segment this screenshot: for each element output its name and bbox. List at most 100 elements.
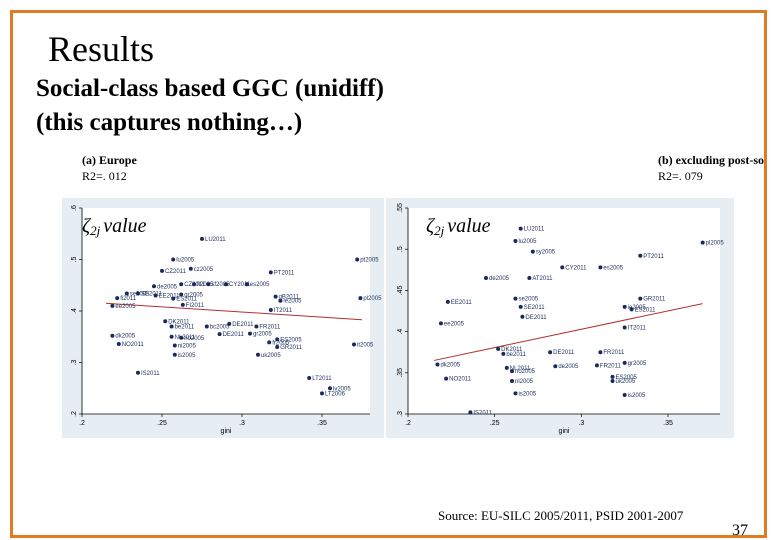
data-point — [192, 282, 196, 287]
data-point — [530, 249, 535, 254]
x-tick-label: .25 — [157, 420, 167, 427]
panel-b-header: (b) excluding post-so R2=. 079 — [658, 152, 768, 184]
data-point — [179, 292, 184, 297]
data-point — [169, 324, 174, 329]
data-point-label: cz2005 — [194, 267, 214, 273]
data-point — [352, 342, 356, 347]
data-point-label: bc2005 — [210, 324, 230, 330]
slide-frame — [10, 10, 767, 538]
y-tick-label: .4 — [71, 308, 78, 314]
data-point-label: NO2011 — [449, 377, 472, 383]
data-point-label: lu2005 — [176, 258, 195, 264]
data-point-label: DE2011 — [232, 322, 254, 328]
data-point-label: IS2011 — [473, 410, 492, 416]
data-point-label: lu2005 — [518, 239, 537, 245]
data-point — [518, 226, 523, 231]
data-point-label: gr2005 — [184, 293, 203, 299]
data-point-label: is2005 — [628, 393, 646, 399]
data-point — [513, 391, 518, 396]
data-point-label: DE2011 — [223, 332, 245, 338]
data-point — [610, 374, 615, 379]
slide-title: Results — [48, 29, 155, 69]
data-point-label: lv2005 — [333, 386, 351, 392]
x-tick-label: .25 — [490, 420, 500, 427]
data-point-label: NO2011 — [122, 342, 145, 348]
source-note: Source: EU-SILC 2005/2011, PSID 2001-200… — [438, 508, 684, 523]
panel-a-label: (a) Europe — [82, 153, 137, 167]
data-point-label: ES2011 — [635, 307, 657, 313]
data-point-label: ES2005 — [280, 337, 302, 343]
data-point-label: ee2005 — [115, 304, 136, 310]
data-point — [445, 299, 450, 304]
zeta-symbol: ζ — [426, 215, 436, 237]
x-axis-title: gini — [221, 428, 232, 435]
data-point-label: is2005 — [518, 391, 536, 397]
data-point — [206, 282, 211, 287]
data-point-label: dk2005 — [440, 363, 460, 369]
y-axis-zeta-label: ζ2j value — [82, 215, 147, 238]
data-point-label: NL2011 — [175, 335, 196, 341]
data-point-label: ES2011 — [176, 297, 198, 303]
data-point-label: IT2011 — [628, 325, 647, 331]
data-point-label: pl2005 — [706, 241, 725, 247]
data-point — [172, 352, 177, 357]
data-point-label: PT2011 — [274, 270, 295, 276]
slide-subtitle: Social-class based GGC (unidiff) (this c… — [36, 72, 384, 140]
data-point — [256, 352, 260, 357]
data-point-label: ES2005 — [616, 375, 638, 381]
data-point-label: no2005 — [515, 369, 536, 375]
data-point — [160, 268, 164, 273]
panel-b-label: (b) excluding post-so — [658, 153, 765, 167]
panel-a-r2: R2=. 012 — [82, 169, 127, 183]
page-number: 37 — [732, 522, 748, 539]
data-point — [638, 296, 643, 301]
data-point — [179, 335, 184, 340]
y-tick-label: .5 — [397, 246, 404, 252]
y-tick-label: .6 — [71, 205, 78, 211]
data-point — [501, 351, 506, 356]
zeta-subscript: 2j — [90, 223, 101, 238]
data-point-label: se2005 — [518, 297, 538, 303]
data-point — [638, 253, 643, 258]
data-point — [622, 393, 627, 398]
data-point-label: es2005 — [250, 282, 270, 288]
data-point — [244, 282, 249, 287]
data-point — [278, 298, 283, 303]
data-point-label: EE2011 — [451, 300, 473, 306]
data-point-label: pt2005 — [360, 258, 379, 264]
data-point-label: DK2011 — [501, 347, 523, 353]
data-point — [115, 296, 120, 301]
data-point-label: IS2011 — [141, 371, 160, 377]
data-point — [435, 362, 440, 367]
data-point — [358, 296, 363, 301]
y-tick-label: .4 — [397, 329, 404, 335]
data-point-label: de2005 — [157, 284, 178, 290]
plot-area — [408, 208, 720, 414]
data-point-label: pl2005 — [363, 296, 382, 302]
data-point-label: EE2011 — [159, 294, 181, 300]
data-point — [200, 236, 204, 241]
data-point-label: fi2005 — [197, 282, 214, 288]
y-axis-zeta-label: ζ2j value — [426, 215, 491, 238]
data-point-label: LU2011 — [205, 237, 226, 243]
data-point-label: SE2011 — [524, 305, 546, 311]
subtitle-line-2: (this captures nothing…) — [36, 109, 303, 136]
data-point-label: sf2005 — [211, 282, 230, 288]
data-point — [172, 343, 177, 348]
data-point — [444, 376, 449, 381]
data-point — [307, 375, 312, 380]
y-tick-label: .3 — [71, 359, 78, 365]
data-point — [179, 282, 184, 287]
data-point — [355, 257, 360, 262]
data-point-label: GR2011 — [280, 345, 303, 351]
data-point — [227, 321, 232, 326]
data-point-label: LT2006 — [325, 391, 346, 397]
data-point-label: DE2011 — [525, 315, 547, 321]
data-point-label: uk2005 — [261, 353, 281, 359]
data-point — [598, 350, 603, 355]
data-point — [248, 331, 252, 336]
data-point-label: PT2011 — [643, 254, 664, 260]
data-point — [513, 238, 518, 243]
data-point — [622, 304, 627, 309]
data-point-label: DK2011 — [168, 319, 190, 325]
